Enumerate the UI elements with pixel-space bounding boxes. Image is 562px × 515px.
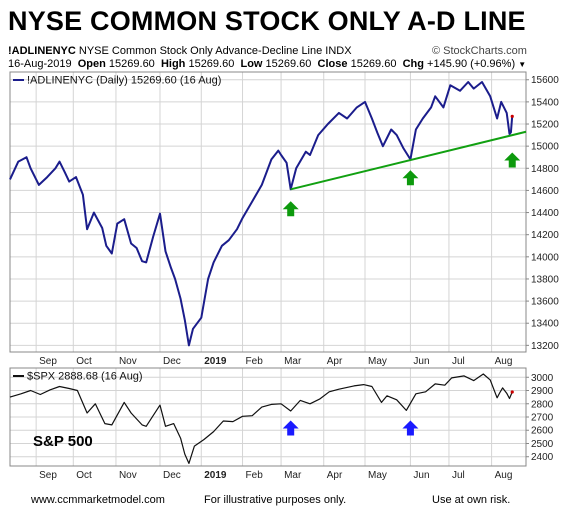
spx-panel-label: S&P 500 (33, 433, 93, 450)
ad-y-tick-label: 15200 (531, 120, 559, 131)
spx-x-tick-label: Feb (246, 470, 264, 481)
chart-headline: NYSE COMMON STOCK ONLY A-D LINE (8, 6, 526, 36)
ad-x-tick-label: Sep (39, 356, 57, 367)
ad-x-tick-label: Oct (76, 356, 92, 367)
ad-x-tick-label: Jun (413, 356, 429, 367)
ad-y-tick-label: 13800 (531, 274, 559, 285)
ad-x-tick-label: Jul (452, 356, 465, 367)
up-arrow-icon (282, 420, 299, 436)
spx-x-tick-label: Apr (327, 470, 343, 481)
ad-panel: 13200 13400 13600 13800 14000 14200 14400 14600… (9, 71, 559, 367)
spx-panel: 2400 2500 2600 2700 2800 2900 3000 Sep Oct Nov Dec… (9, 367, 554, 481)
spx-y-tick-label: 2400 (531, 452, 554, 463)
spx-x-tick-label: Dec (163, 470, 181, 481)
ad-last-point (510, 114, 514, 118)
ad-legend: !ADLINENYC (Daily) 15269.60 (16 Aug) (13, 75, 221, 87)
spx-x-tick-label: Mar (284, 470, 302, 481)
spx-series-line (9, 373, 513, 464)
spx-y-tick-label: 2500 (531, 439, 554, 450)
ad-x-tick-label: Apr (327, 356, 343, 367)
up-arrow-icon (402, 420, 419, 436)
change-direction-icon: ▼ (518, 60, 527, 69)
footer-note: For illustrative purposes only. (204, 494, 347, 506)
ad-x-tick-label: Dec (163, 356, 181, 367)
quote-date: 16-Aug-2019 (8, 58, 72, 70)
ad-series-line (9, 81, 514, 347)
ad-trendline (290, 130, 527, 191)
high-label: High (160, 58, 186, 70)
up-arrow-icon (504, 152, 521, 168)
ad-y-tick-label: 15600 (531, 75, 559, 86)
spx-x-tick-label: Nov (119, 470, 137, 481)
spx-last-point (510, 390, 514, 394)
ad-y-tick-label: 14200 (531, 230, 559, 241)
copyright: © StockCharts.com (432, 45, 527, 57)
spx-y-tick-label: 2600 (531, 426, 554, 437)
spx-x-tick-label: Oct (76, 470, 92, 481)
spx-x-tick-label: May (368, 470, 387, 481)
ad-legend-label: !ADLINENYC (Daily) 15269.60 (16 Aug) (27, 75, 221, 87)
ad-plot-frame (9, 71, 527, 353)
spx-y-tick-label: 3000 (531, 373, 554, 384)
spx-x-tick-label: Jun (413, 470, 429, 481)
change-label: Chg (402, 58, 424, 70)
spx-x-tick-label: 2019 (204, 470, 227, 481)
open-value: 15269.60 (108, 58, 155, 70)
ad-x-tick-label: Mar (284, 356, 302, 367)
spx-legend: $SPX 2888.68 (16 Aug) (13, 371, 143, 383)
ad-x-tick-label: Feb (246, 356, 264, 367)
high-value: 15269.60 (188, 58, 235, 70)
ad-y-tick-label: 13200 (531, 341, 559, 352)
open-label: Open (77, 58, 106, 70)
ad-y-tick-label: 13600 (531, 297, 559, 308)
symbol-line: !ADLINENYC NYSE Common Stock Only Advanc… (8, 45, 352, 57)
ad-y-tick-label: 14800 (531, 164, 559, 175)
ad-y-tick-label: 15000 (531, 142, 559, 153)
ad-y-tick-label: 15400 (531, 97, 559, 108)
spx-y-tick-label: 2800 (531, 399, 554, 410)
spx-x-tick-label: Jul (452, 470, 465, 481)
low-value: 15269.60 (265, 58, 312, 70)
ad-y-tick-label: 13400 (531, 319, 559, 330)
symbol: !ADLINENYC (8, 45, 76, 57)
close-label: Close (317, 58, 348, 70)
footer-risk: Use at own risk. (432, 494, 511, 506)
ad-x-tick-label: Nov (119, 356, 137, 367)
ad-y-tick-label: 14400 (531, 208, 559, 219)
spx-x-tick-label: Sep (39, 470, 57, 481)
ad-x-tick-label: May (368, 356, 387, 367)
ad-y-tick-label: 14600 (531, 186, 559, 197)
spx-x-tick-label: Aug (495, 470, 513, 481)
symbol-description: NYSE Common Stock Only Advance-Decline L… (78, 45, 352, 57)
up-arrow-icon (402, 170, 419, 186)
low-label: Low (240, 58, 263, 70)
change-value: +145.90 (+0.96%) (427, 58, 516, 70)
ad-x-tick-label: 2019 (204, 356, 227, 367)
close-value: 15269.60 (350, 58, 397, 70)
spx-y-tick-label: 2700 (531, 413, 554, 424)
ohlc-line: 16-Aug-2019 Open 15269.60 High 15269.60 … (8, 58, 526, 70)
spx-legend-label: $SPX 2888.68 (16 Aug) (27, 371, 143, 383)
ad-x-tick-label: Aug (495, 356, 513, 367)
ad-y-tick-label: 14000 (531, 252, 559, 263)
spx-y-tick-label: 2900 (531, 386, 554, 397)
up-arrow-icon (282, 201, 299, 217)
footer-website[interactable]: www.ccmmarketmodel.com (31, 494, 165, 506)
